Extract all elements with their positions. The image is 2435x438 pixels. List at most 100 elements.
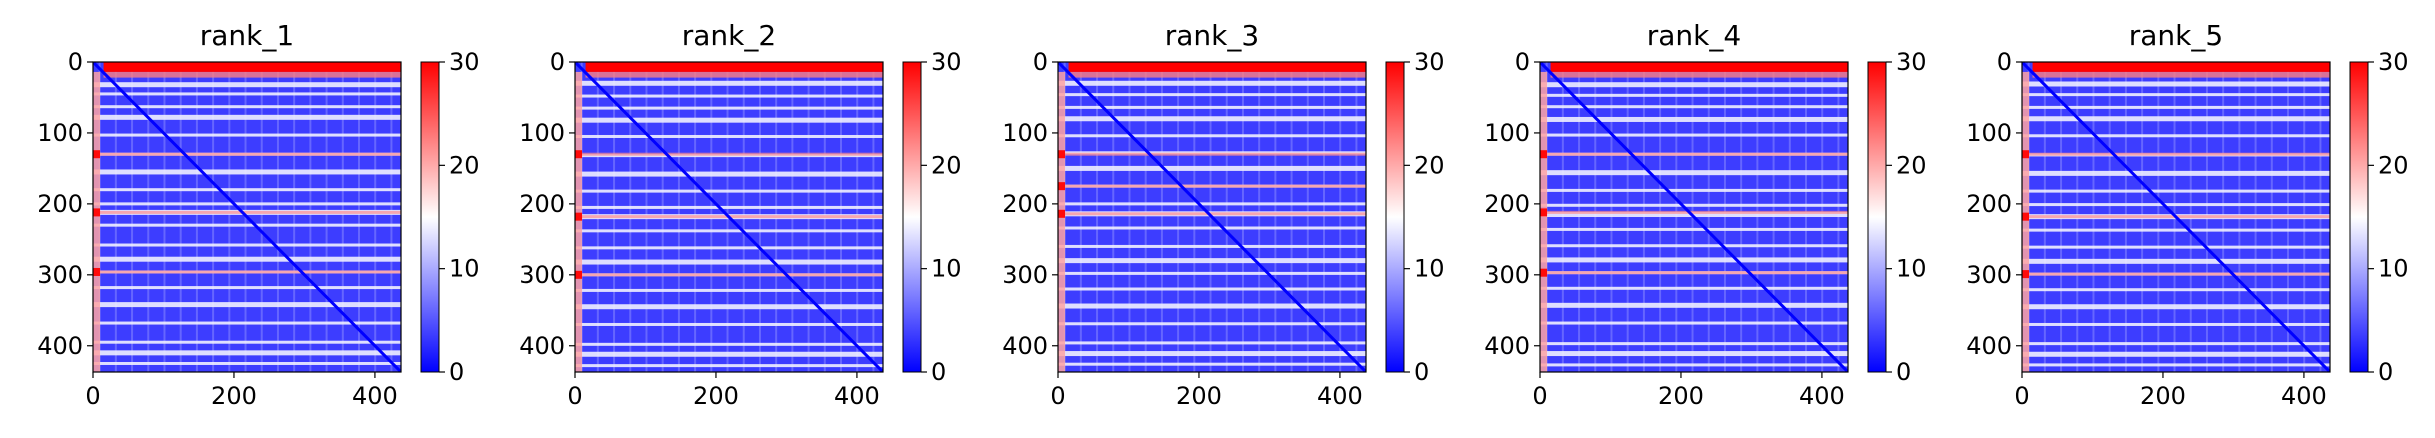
- y-tick-label: 100: [1484, 119, 1530, 147]
- heatmap-hot-row: [2022, 273, 2330, 276]
- heatmap-row-band: [1058, 304, 1366, 309]
- heatmap-row-band: [93, 169, 401, 174]
- heatmap-row-band: [1058, 81, 1366, 86]
- heatmap-row-band: [2022, 352, 2330, 357]
- heatmap-column-band: [309, 62, 311, 372]
- heatmap-row-band: [575, 206, 883, 209]
- heatmap-row-band: [575, 246, 883, 249]
- heatmap-row-band: [1058, 134, 1366, 137]
- heatmap-row-band: [2022, 81, 2330, 86]
- heatmap-row-band: [93, 134, 401, 137]
- heatmap-row-band: [2022, 342, 2330, 345]
- heatmap-row-band: [575, 118, 883, 123]
- heatmap-row-band: [93, 362, 401, 365]
- x-tick-label: 0: [2014, 382, 2029, 410]
- heatmap-row-band: [1540, 363, 1848, 366]
- heatmap-row-band: [1058, 226, 1366, 229]
- heatmap-top-strip: [104, 62, 401, 72]
- heatmap-row-band: [1058, 288, 1366, 291]
- heatmap-column-band: [390, 62, 392, 372]
- heatmap-left-hot: [575, 213, 582, 221]
- colorbar-tick-label: 0: [1414, 358, 1429, 386]
- heatmap-row-band: [575, 190, 883, 193]
- colorbar-tick-label: 30: [1414, 48, 1445, 76]
- heatmap-row-band: [1058, 116, 1366, 121]
- heatmap-row-band: [1540, 82, 1848, 87]
- heatmap-column-band: [293, 62, 295, 372]
- heatmap-row-band: [1540, 257, 1848, 262]
- y-tick-label: 300: [1484, 261, 1530, 289]
- heatmap-row-band: [93, 341, 401, 344]
- y-tick-label: 400: [519, 332, 565, 360]
- colorbar-tick-label: 30: [931, 48, 962, 76]
- x-tick-label: 400: [2281, 382, 2327, 410]
- colorbar-tick-label: 0: [2378, 358, 2393, 386]
- heatmap-left-hot: [575, 150, 582, 158]
- colorbar-tick-label: 0: [449, 358, 464, 386]
- heatmap-row-band: [93, 82, 401, 87]
- heatmap-left-strip: [2022, 72, 2029, 372]
- heatmap-row-band: [1540, 351, 1848, 356]
- heatmap-left-hot: [1058, 150, 1065, 158]
- heatmap-row-band: [1540, 189, 1848, 192]
- heatmap-row-band: [1540, 170, 1848, 175]
- y-tick-label: 200: [1484, 190, 1530, 218]
- heatmap-row-band: [93, 115, 401, 120]
- y-tick-label: 0: [68, 48, 83, 76]
- heatmap-row-band: [575, 95, 883, 98]
- y-tick-label: 200: [1002, 190, 1048, 218]
- heatmap-row-band: [1058, 341, 1366, 344]
- heatmap-row-band: [2022, 190, 2330, 193]
- chart-panel: rank_20 200 40001002003004000102030: [519, 19, 961, 410]
- heatmap-hot-row: [1058, 185, 1366, 188]
- x-tick-label: 200: [1176, 382, 1222, 410]
- heatmap-left-hot: [1058, 182, 1065, 190]
- heatmap-left-hot: [93, 150, 100, 158]
- heatmap-row-band: [93, 224, 401, 227]
- heatmap-row-band: [1540, 94, 1848, 97]
- x-tick-label: 400: [1317, 382, 1363, 410]
- heatmap-row-band: [575, 229, 883, 232]
- heatmap-column-band: [277, 62, 279, 372]
- heatmap-row-band: [2022, 259, 2330, 264]
- heatmap-column-band: [326, 62, 328, 372]
- heatmap-hot-row: [93, 270, 401, 273]
- heatmap-top-strip: [2033, 72, 2330, 78]
- heatmap-column-band: [131, 62, 133, 372]
- heatmap-left-strip: [93, 72, 100, 372]
- heatmap-hot-row: [1058, 212, 1366, 215]
- heatmap-row-band: [2022, 134, 2330, 137]
- heatmap-row-band: [1540, 342, 1848, 345]
- heatmap-column-band: [212, 62, 214, 372]
- heatmap-left-hot: [1058, 210, 1065, 218]
- heatmap-row-band: [1540, 303, 1848, 308]
- y-tick-label: 100: [1966, 119, 2012, 147]
- heatmap-row-band: [575, 352, 883, 357]
- x-tick-label: 0: [85, 382, 100, 410]
- heatmap-row-band: [93, 286, 401, 289]
- y-tick-label: 400: [1966, 332, 2012, 360]
- x-tick-label: 400: [1799, 382, 1845, 410]
- heatmap-row-band: [2022, 288, 2330, 291]
- heatmap-row-band: [1058, 272, 1366, 275]
- heatmap-row-band: [1058, 202, 1366, 205]
- heatmap-row-band: [1058, 351, 1366, 356]
- y-tick-label: 400: [37, 332, 83, 360]
- heatmap-row-band: [1058, 363, 1366, 366]
- heatmap-row-band: [1540, 244, 1848, 247]
- heatmap-area: [1540, 62, 1848, 372]
- heatmap-hot-row: [2022, 153, 2330, 156]
- chart-panel: rank_10 200 40001002003004000102030: [37, 19, 479, 410]
- chart-title: rank_2: [682, 19, 776, 52]
- heatmap-column-band: [115, 62, 117, 372]
- heatmap-row-band: [575, 260, 883, 265]
- heatmap-column-band: [180, 62, 182, 372]
- y-tick-label: 100: [1002, 119, 1048, 147]
- heatmap-row-band: [1540, 117, 1848, 122]
- chart-title: rank_5: [2129, 19, 2223, 52]
- colorbar-tick-label: 20: [931, 151, 962, 179]
- colorbar-tick-label: 30: [2378, 48, 2409, 76]
- colorbar-tick-label: 20: [1896, 151, 1927, 179]
